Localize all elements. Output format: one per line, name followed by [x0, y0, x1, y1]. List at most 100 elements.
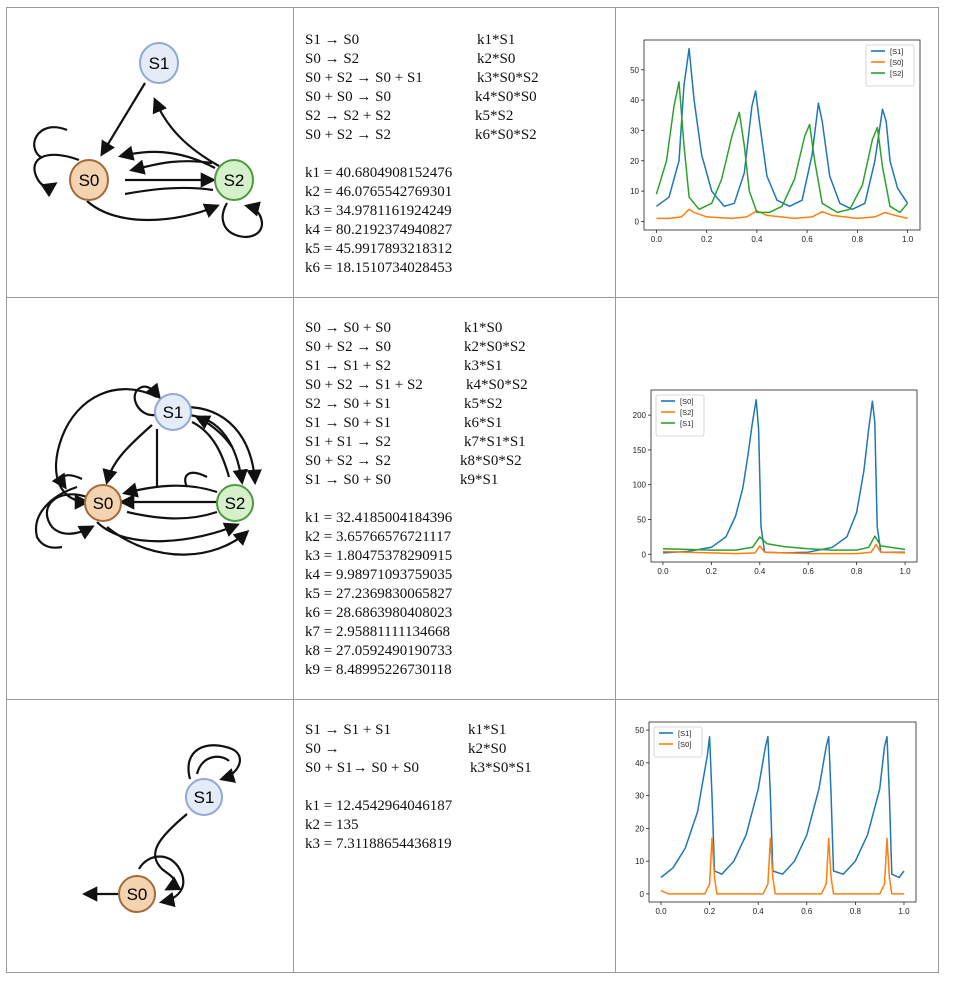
- reaction-equation: S0 + S2 → S0 + S1: [305, 70, 423, 86]
- reaction-rate: k6*S0*S2: [475, 127, 537, 143]
- reaction-equation: S0 + S2 → S2: [305, 453, 391, 469]
- reaction-equation: S1 + S1 → S2: [305, 434, 391, 450]
- rate-constant: k4 = 9.98971093759035: [305, 567, 453, 583]
- x-tick-label: 0.4: [753, 907, 765, 916]
- y-tick-label: 50: [637, 515, 646, 524]
- rate-constant: k8 = 27.0592490190733: [305, 643, 453, 659]
- reaction-rate: k1*S1: [477, 32, 516, 48]
- reaction-rate: k2*S0*S2: [464, 339, 526, 355]
- svg-text:S0: S0: [93, 494, 114, 513]
- edge: [106, 526, 250, 556]
- rate-constant: k1 = 40.6804908152476: [305, 165, 453, 181]
- edge: [96, 521, 240, 543]
- rate-constant: k2 = 3.65766576721117: [305, 529, 452, 545]
- y-tick-label: 0: [640, 890, 645, 899]
- reaction-rate: k2*S0: [477, 51, 516, 67]
- edge: [195, 755, 230, 775]
- y-tick-label: 0: [635, 217, 640, 226]
- legend-label: [S1]: [678, 729, 691, 738]
- x-tick-label: 0.6: [803, 567, 815, 576]
- svg-text:S1: S1: [163, 403, 184, 422]
- y-tick-label: 150: [633, 446, 647, 455]
- time-course-chart-3: 0.0 0.2 0.4 0.6 0.8 1.0 0 10 20 30 40 50 [S1] [S0]: [635, 721, 917, 916]
- node-s0: S0: [118, 875, 156, 913]
- svg-text:S2: S2: [225, 494, 246, 513]
- series-line: [656, 208, 908, 220]
- edge: [124, 186, 214, 196]
- legend-label: [S2]: [890, 69, 903, 78]
- edge: [133, 382, 161, 417]
- legend-label: [S0]: [890, 58, 903, 67]
- y-tick-label: 40: [630, 96, 639, 105]
- svg-text:S2: S2: [224, 171, 245, 190]
- edge: [45, 493, 95, 540]
- row-divider: [7, 699, 938, 700]
- reaction-rate: k1*S0: [464, 320, 503, 336]
- x-tick-label: 0.8: [851, 567, 863, 576]
- reaction-rate: k6*S1: [464, 415, 503, 431]
- rate-constant: k5 = 45.9917893218312: [305, 241, 453, 257]
- reaction-equation: S0 → S2: [305, 51, 360, 67]
- edge: [152, 97, 220, 167]
- edge: [129, 159, 213, 175]
- svg-text:S1: S1: [149, 54, 170, 73]
- y-tick-label: 20: [635, 824, 644, 833]
- reaction-rate: k5*S2: [475, 108, 514, 124]
- x-tick-label: 0.0: [655, 907, 667, 916]
- x-tick-label: 0.8: [850, 907, 862, 916]
- edge: [102, 424, 153, 485]
- edge: [86, 200, 220, 222]
- edge: [194, 415, 233, 448]
- edge: [126, 510, 218, 520]
- reaction-rate: k9*S1: [460, 472, 499, 488]
- x-tick-label: 1.0: [898, 907, 910, 916]
- reaction-equation: S0 →: [305, 741, 340, 757]
- rate-constant: k2 = 135: [305, 817, 359, 833]
- reaction-rate: k3*S0*S2: [477, 70, 539, 86]
- reaction-equation: S1 → S0 + S1: [305, 415, 391, 431]
- legend-box: [653, 726, 703, 758]
- y-tick-label: 20: [630, 157, 639, 166]
- edge: [184, 471, 208, 488]
- x-tick-label: 0.4: [754, 567, 766, 576]
- x-tick-label: 1.0: [899, 567, 911, 576]
- reaction-equation: S1 → S0: [305, 32, 360, 48]
- network-diagram-2: S1 S0 S2: [34, 382, 262, 556]
- reaction-rate: k3*S0*S1: [470, 760, 532, 776]
- edge: [187, 744, 241, 783]
- y-tick-label: 50: [635, 726, 644, 735]
- x-tick-label: 0.2: [704, 907, 716, 916]
- x-tick-label: 0.0: [651, 235, 663, 244]
- series-line: [662, 535, 906, 551]
- x-tick-label: 0.0: [657, 567, 669, 576]
- y-tick-label: 100: [633, 481, 647, 490]
- edge: [154, 813, 188, 891]
- edge: [33, 153, 80, 198]
- edge: [33, 126, 68, 159]
- legend-label: [S1]: [890, 47, 903, 56]
- reaction-equation: S0 + S2 → S1 + S2: [305, 377, 423, 393]
- figure-table: [6, 7, 939, 973]
- node-s2: S2: [216, 484, 254, 522]
- reaction-equation: S1 → S1 + S1: [305, 722, 391, 738]
- rate-constant: k3 = 7.31188654436819: [305, 836, 452, 852]
- reaction-rate: k7*S1*S1: [464, 434, 526, 450]
- edge: [221, 201, 264, 238]
- rate-constant: k2 = 46.0765542769301: [305, 184, 453, 200]
- x-tick-label: 0.6: [802, 235, 814, 244]
- series-line: [655, 81, 909, 214]
- rate-constant: k7 = 2.95881111134668: [305, 624, 450, 640]
- reaction-rate: k1*S1: [468, 722, 507, 738]
- node-s1: S1: [139, 42, 179, 84]
- reaction-rate: k2*S0: [468, 741, 507, 757]
- reaction-equation: S0 + S2 → S2: [305, 127, 391, 143]
- series-line: [660, 837, 904, 895]
- x-tick-label: 0.6: [801, 907, 813, 916]
- x-tick-label: 0.2: [706, 567, 718, 576]
- y-tick-label: 50: [630, 66, 639, 75]
- rate-constants-1: k1 = 40.6804908152476 k2 = 46.0765542769…: [305, 164, 452, 278]
- y-tick-label: 200: [633, 411, 647, 420]
- rate-constants-2: k1 = 32.4185004184396 k2 = 3.65766576721…: [305, 509, 452, 680]
- node-s0: S0: [69, 159, 109, 201]
- y-tick-label: 30: [630, 126, 639, 135]
